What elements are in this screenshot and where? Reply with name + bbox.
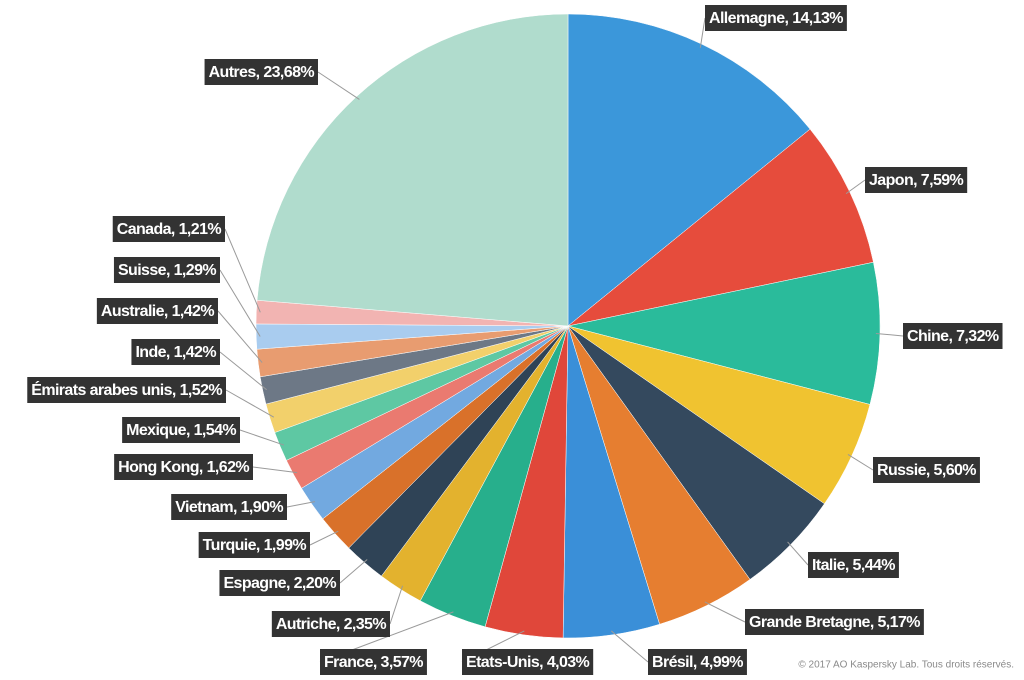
data-label: Japon, 7,59% [869,172,964,189]
leader-line [239,429,285,446]
leader-line [847,454,874,471]
data-label: Etats-Unis, 4,03% [466,654,590,671]
pie-slice [567,128,874,327]
leader-line [252,466,298,474]
data-label: Autres, 23,68% [209,64,315,81]
leader-line [704,601,746,623]
data-label: Australie, 1,42% [101,303,215,320]
pie-slice [256,13,569,327]
data-label: Espagne, 2,20% [223,575,336,592]
data-label: Émirats arabes unis, 1,52% [31,380,222,399]
data-label: Brésil, 4,99% [652,654,743,671]
label-box [648,649,747,675]
leader-line [699,17,706,48]
label-box [171,494,287,520]
labels: Allemagne, 14,13% Japon, 7,59% Chine, 7,32… [27,5,1003,675]
leader-lines [217,17,904,663]
data-label: Italie, 5,44% [812,557,895,574]
label-box [112,216,225,242]
label-box [462,649,594,675]
data-label: Russie, 5,60% [877,462,976,479]
leader-line [286,501,316,508]
data-label: Hong Kong, 1,62% [118,459,249,476]
label-box [705,5,847,31]
label-box [808,552,899,578]
label-box [204,59,318,85]
leader-line [317,71,360,100]
pie [255,13,881,639]
data-label: Chine, 7,32% [907,328,999,345]
label-box [198,532,310,558]
label-box [271,611,390,637]
leader-line [225,389,275,418]
copyright: © 2017 AO Kaspersky Lab. Tous droits rés… [798,660,1014,671]
label-box [96,298,218,324]
data-label: Inde, 1,42% [135,344,216,361]
label-box [131,339,220,365]
label-box [745,609,924,635]
leader-line [875,332,904,337]
label-box [320,649,427,675]
leader-line [787,541,809,566]
label-box [114,454,253,480]
leader-line [339,559,368,584]
leader-line [309,530,339,546]
data-label: Suisse, 1,29% [118,262,216,279]
label-box [219,570,340,596]
data-label: Grande Bretagne, 5,17% [749,614,920,631]
label-box [122,417,240,443]
leader-line [219,269,261,337]
data-label: Autriche, 2,35% [276,616,387,633]
leader-line [217,310,263,363]
data-label: Turquie, 1,99% [203,537,307,554]
data-label: Allemagne, 14,13% [709,10,843,27]
label-box [865,167,968,193]
label-box [873,457,980,483]
leader-line [610,630,649,663]
pie-slice [567,13,811,327]
data-label: France, 3,57% [324,654,423,671]
leader-line [389,585,404,625]
leader-line [224,228,261,313]
leader-line [845,179,866,195]
leader-line [219,351,267,391]
data-label: Vietnam, 1,90% [175,499,283,516]
label-box [113,257,220,283]
label-box [27,377,226,403]
data-label: Canada, 1,21% [117,221,222,238]
label-box [903,323,1003,349]
data-label: Mexique, 1,54% [126,422,236,439]
